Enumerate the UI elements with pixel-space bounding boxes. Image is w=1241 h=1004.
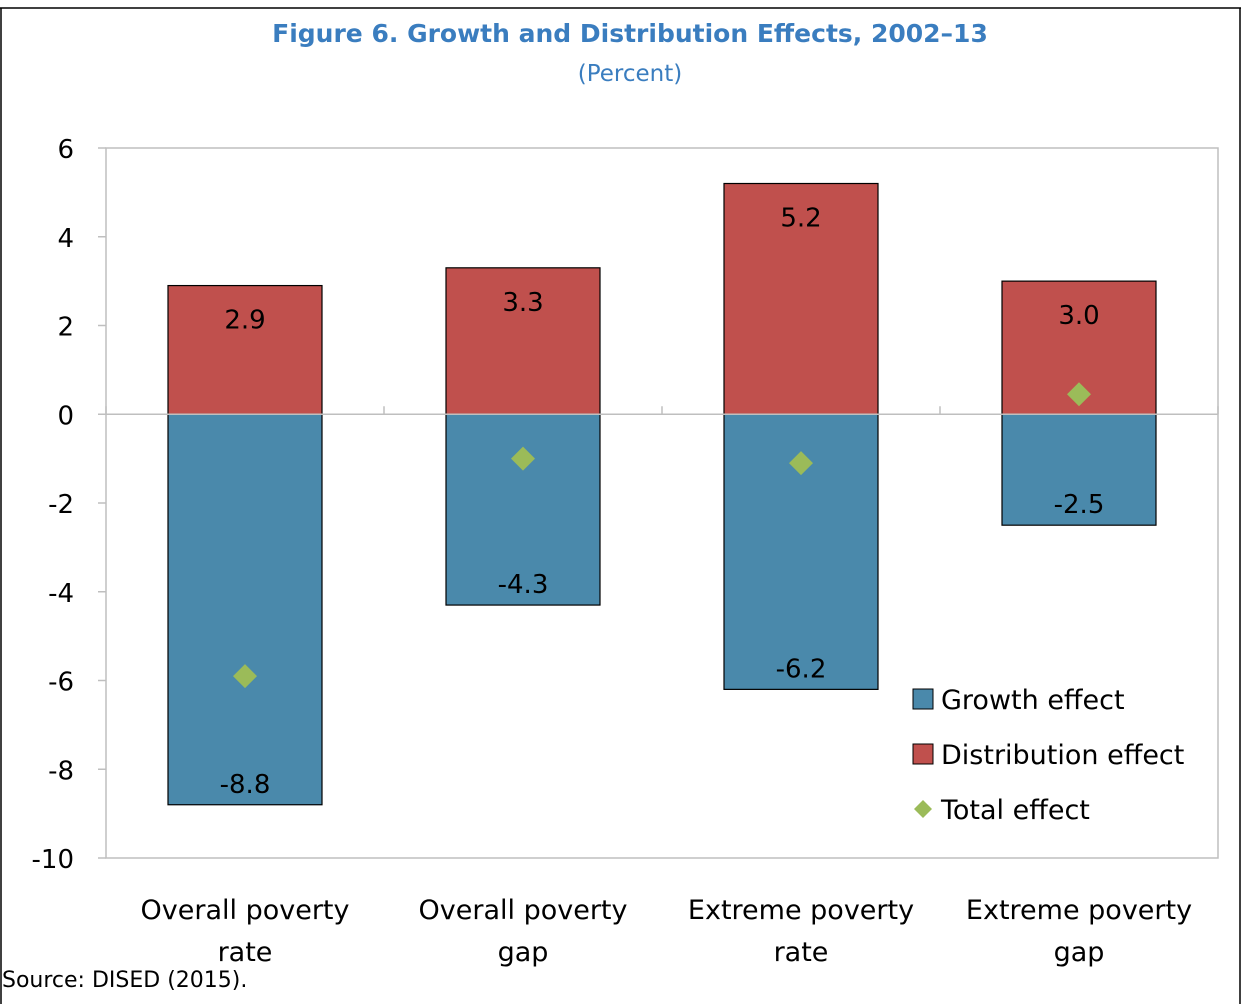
y-tick-label: 4 <box>57 224 74 254</box>
y-tick-label: -8 <box>48 756 74 786</box>
x-category-label: gap <box>498 937 549 968</box>
y-tick-label: -4 <box>48 579 74 609</box>
growth-label: -8.8 <box>220 770 271 800</box>
zero-axis <box>98 147 1219 859</box>
distribution-label: 3.0 <box>1058 301 1099 331</box>
total-markers <box>233 382 1091 689</box>
distribution-label: 2.9 <box>224 306 265 336</box>
growth-bar <box>167 413 323 806</box>
distribution-label: 3.3 <box>502 288 543 318</box>
growth-label: -4.3 <box>498 570 549 600</box>
total-effect-marker <box>789 451 813 476</box>
y-tick-label: -6 <box>48 668 74 698</box>
legend-swatch <box>912 743 934 765</box>
x-category-label: Overall poverty <box>141 895 350 926</box>
growth-label: -2.5 <box>1054 490 1105 520</box>
legend-label: Total effect <box>940 795 1090 826</box>
x-category-label: gap <box>1054 937 1105 968</box>
distribution-bar <box>167 284 323 415</box>
bar-labels: -8.8 -4.3 -6.2 -2.5 2.9 3.3 5.2 3.0 <box>220 204 1105 800</box>
x-category-label: Extreme poverty <box>966 895 1192 926</box>
x-category-label: Extreme poverty <box>688 895 914 926</box>
total-effect-marker <box>1067 382 1091 407</box>
growth-label: -6.2 <box>776 654 827 684</box>
y-tick-label: -10 <box>32 845 74 875</box>
growth-bar <box>1001 413 1157 526</box>
x-category-label: Overall poverty <box>419 895 628 926</box>
y-tick-label: 6 <box>57 135 74 165</box>
legend-label: Distribution effect <box>941 740 1184 771</box>
chart-title: Figure 6. Growth and Distribution Effect… <box>272 19 988 48</box>
total-effect-marker <box>233 664 257 689</box>
y-tick-label: 2 <box>57 313 74 343</box>
distribution-label: 5.2 <box>780 204 821 234</box>
source-note: Source: DISED (2015). <box>2 968 248 993</box>
y-tick-label: -2 <box>48 490 74 520</box>
legend-label: Growth effect <box>941 685 1125 716</box>
y-tick-label: 0 <box>57 401 74 431</box>
distribution-bar <box>723 182 879 415</box>
total-effect-marker <box>511 446 535 471</box>
x-category-label: rate <box>218 937 273 968</box>
legend: Growth effect Distribution effect Total ef… <box>912 685 1184 826</box>
y-axis: 6 4 2 0 -2 -4 -6 -8 -10 <box>32 135 74 875</box>
bars <box>167 182 1157 806</box>
legend-swatch <box>914 800 932 818</box>
x-category-label: rate <box>774 937 829 968</box>
x-axis-labels: Overall poverty rate Overall poverty gap Ext… <box>141 895 1193 968</box>
chart-subtitle: (Percent) <box>578 61 683 87</box>
legend-swatch <box>912 688 934 710</box>
